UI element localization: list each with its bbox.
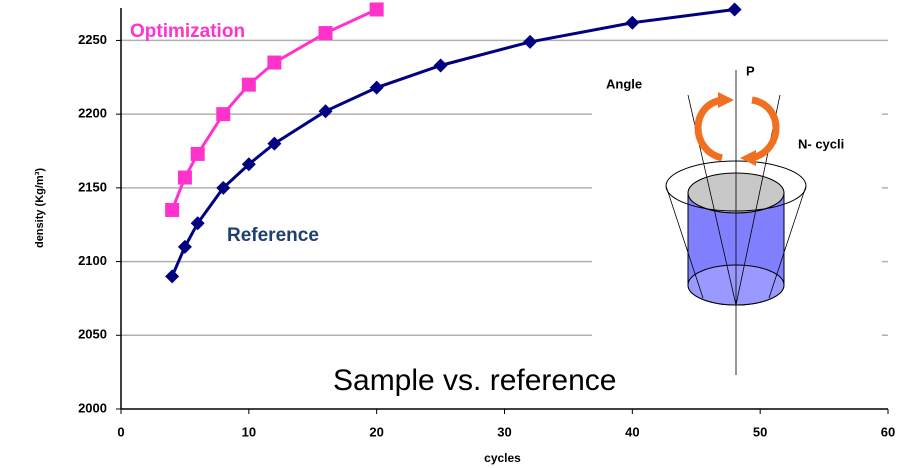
marker — [191, 147, 205, 161]
marker — [625, 16, 639, 30]
marker — [165, 203, 179, 217]
marker — [165, 269, 179, 283]
marker — [370, 2, 384, 16]
y-tick-label: 2000 — [78, 400, 107, 415]
x-tick-label: 0 — [117, 424, 124, 439]
x-tick-label: 60 — [881, 424, 895, 439]
marker — [178, 240, 192, 254]
diagram-label: P — [746, 63, 755, 78]
y-tick-label: 2050 — [78, 327, 107, 342]
marker — [370, 81, 384, 95]
y-tick-label: 2200 — [78, 106, 107, 121]
x-tick-label: 30 — [497, 424, 511, 439]
x-tick-label: 50 — [753, 424, 767, 439]
marker — [319, 104, 333, 118]
marker — [216, 107, 230, 121]
x-tick-label: 20 — [369, 424, 383, 439]
y-tick-label: 2150 — [78, 179, 107, 194]
marker — [523, 35, 537, 49]
marker — [319, 26, 333, 40]
x-axis-label: cycles — [484, 451, 521, 465]
series-label: Reference — [227, 225, 319, 246]
marker — [434, 58, 448, 72]
series-label: Optimization — [130, 21, 245, 42]
marker — [178, 171, 192, 185]
x-tick-label: 10 — [242, 424, 256, 439]
marker — [267, 56, 281, 70]
y-tick-label: 2100 — [78, 253, 107, 268]
y-tick-label: 2250 — [78, 32, 107, 47]
marker — [242, 78, 256, 92]
inset-diagram: Angle P N- cycli — [592, 55, 882, 380]
diagram-label: Angle — [606, 76, 642, 91]
chart-title: Sample vs. reference — [333, 364, 616, 397]
chart: 2000 2050 2100 2150 2200 2250 0 10 20 30 40 50 60 cyc… — [0, 0, 907, 468]
y-axis-label: density (Kg/m³) — [34, 168, 46, 248]
x-tick-label: 40 — [625, 424, 639, 439]
diagram-label: N- cycli — [798, 136, 844, 151]
marker — [728, 2, 742, 16]
